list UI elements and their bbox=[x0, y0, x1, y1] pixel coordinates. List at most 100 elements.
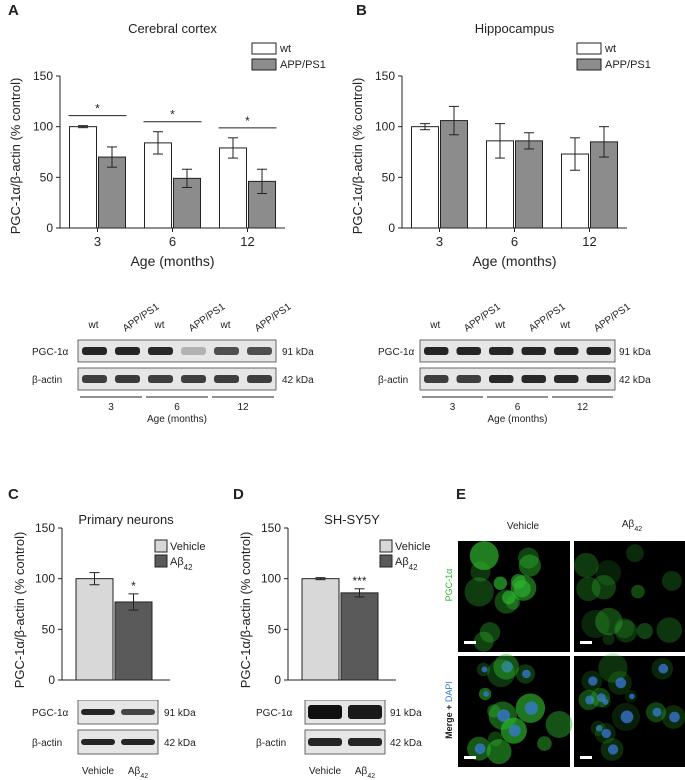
cell bbox=[576, 576, 601, 602]
x-axis-label: Age (months) bbox=[472, 253, 556, 269]
cell bbox=[626, 544, 644, 563]
x-axis-label: Age (months) bbox=[130, 253, 214, 269]
cell bbox=[661, 570, 682, 591]
panel-letter-e: E bbox=[456, 486, 467, 503]
band bbox=[424, 375, 449, 383]
bar bbox=[173, 177, 201, 229]
cell bbox=[487, 659, 515, 688]
band bbox=[148, 375, 173, 383]
lane-label: wt bbox=[559, 320, 570, 331]
age-label: 12 bbox=[237, 402, 249, 413]
cell bbox=[636, 622, 653, 640]
panel-letter-d: D bbox=[233, 486, 244, 503]
y-axis-label: PGC-1α/β-actin (% control) bbox=[350, 78, 365, 235]
y-tick-label: 150 bbox=[375, 69, 395, 83]
lane-label: Aβ42 bbox=[355, 766, 375, 780]
cell bbox=[486, 739, 512, 765]
band bbox=[247, 347, 272, 355]
band bbox=[348, 705, 382, 719]
band bbox=[247, 375, 272, 383]
nucleus bbox=[669, 711, 680, 723]
y-tick-label: 150 bbox=[261, 521, 281, 535]
significance-label: * bbox=[170, 108, 175, 122]
scale-bar bbox=[580, 641, 592, 644]
blot-row-label: PGC-1α bbox=[32, 708, 69, 719]
band bbox=[115, 375, 140, 383]
y-tick-label: 50 bbox=[40, 170, 54, 184]
cell bbox=[473, 631, 494, 652]
band bbox=[456, 375, 481, 383]
legend-label: Vehicle bbox=[395, 541, 430, 553]
nucleus bbox=[474, 743, 486, 755]
significance-label: * bbox=[245, 114, 250, 128]
nucleus bbox=[615, 677, 627, 689]
lane-label: APP/PS1 bbox=[592, 301, 633, 334]
band bbox=[308, 738, 342, 746]
cell bbox=[591, 575, 616, 600]
subscript-42: 42 bbox=[184, 563, 193, 572]
scale-bar bbox=[464, 756, 476, 759]
y-tick-label: 100 bbox=[261, 572, 281, 586]
nucleus bbox=[522, 669, 531, 679]
x-tick-label: 12 bbox=[582, 234, 596, 249]
lane-label: Vehicle bbox=[82, 766, 115, 777]
band bbox=[554, 347, 579, 355]
y-tick-label: 0 bbox=[274, 673, 281, 687]
legend-swatch bbox=[251, 58, 277, 71]
y-axis-label: PGC-1α/β-actin (% control) bbox=[12, 532, 27, 689]
age-label: 6 bbox=[174, 402, 180, 413]
blot-strip bbox=[77, 339, 277, 363]
bar bbox=[98, 156, 126, 229]
y-tick-label: 100 bbox=[375, 120, 395, 134]
subscript-42: 42 bbox=[140, 773, 148, 780]
y-tick-label: 100 bbox=[33, 120, 53, 134]
micro-tile bbox=[574, 541, 685, 652]
panel-letter-c: C bbox=[8, 486, 19, 503]
legend-label: Aβ42 bbox=[395, 556, 418, 572]
bar bbox=[411, 126, 439, 229]
cell bbox=[470, 561, 491, 582]
legend-swatch bbox=[576, 58, 602, 71]
x-tick-label: 3 bbox=[436, 234, 443, 249]
blot-row-label: β-actin bbox=[32, 375, 62, 386]
nucleus bbox=[602, 699, 609, 705]
legend-label: Aβ42 bbox=[170, 556, 193, 572]
nucleus bbox=[652, 707, 662, 717]
x-tick-label: 12 bbox=[240, 234, 254, 249]
band bbox=[181, 347, 206, 355]
bar bbox=[219, 147, 247, 229]
panel-letter-a: A bbox=[8, 2, 19, 19]
legend-swatch bbox=[576, 42, 602, 55]
significance-label: * bbox=[95, 102, 100, 116]
kda-label: 91 kDa bbox=[390, 708, 422, 719]
band bbox=[82, 347, 107, 355]
dapi-label: DAPI bbox=[444, 681, 454, 702]
cell bbox=[614, 619, 638, 643]
chart-title: Hippocampus bbox=[475, 21, 555, 36]
kda-label: 42 kDa bbox=[619, 375, 651, 386]
band bbox=[521, 347, 546, 355]
blot-row-label: PGC-1α bbox=[32, 347, 69, 358]
chart-b-hippocampus: Hippocampus 0 50 100 150 PGC-1α/β-actin (% co… bbox=[350, 21, 651, 269]
y-axis-label: PGC-1α/β-actin (% control) bbox=[238, 532, 253, 689]
cell bbox=[464, 577, 494, 607]
legend-label: APP/PS1 bbox=[605, 59, 651, 71]
lane-label: APP/PS1 bbox=[253, 301, 294, 334]
band bbox=[121, 709, 155, 715]
band bbox=[586, 375, 611, 383]
bar bbox=[301, 578, 340, 681]
lane-label: wt bbox=[494, 320, 505, 331]
nucleus bbox=[607, 744, 619, 755]
row-label-merge: Merge + DAPI bbox=[444, 681, 454, 739]
band bbox=[424, 347, 449, 355]
bar bbox=[144, 142, 172, 229]
significance-label: *** bbox=[352, 574, 366, 588]
bar bbox=[114, 601, 153, 681]
blot-strip bbox=[419, 367, 616, 391]
blot-row-label: β-actin bbox=[32, 738, 62, 749]
scale-bar bbox=[464, 641, 476, 644]
kda-label: 42 kDa bbox=[282, 375, 314, 386]
cell bbox=[479, 622, 501, 643]
western-blots-cd: PGC-1α 91 kDa β-actin 42 kDa Vehicle Aβ42 PGC-… bbox=[32, 700, 422, 780]
nucleus bbox=[620, 710, 634, 724]
